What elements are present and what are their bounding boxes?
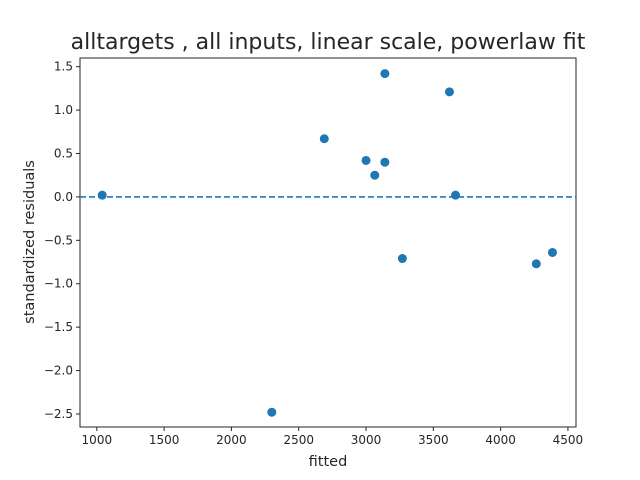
- y-tick-label: 0.0: [54, 190, 73, 204]
- x-tick-label: 2000: [216, 433, 247, 447]
- y-axis-label: standardized residuals: [22, 160, 38, 324]
- x-tick-label: 4000: [485, 433, 516, 447]
- x-tick-label: 2500: [283, 433, 314, 447]
- y-tick-label: 0.5: [54, 147, 73, 161]
- data-point: [547, 247, 557, 257]
- y-tick-label: −2.5: [44, 407, 73, 421]
- data-point: [267, 407, 277, 417]
- x-tick-label: 3000: [351, 433, 382, 447]
- x-tick-label: 1500: [149, 433, 180, 447]
- data-point: [97, 190, 107, 200]
- plot-frame: [79, 57, 577, 428]
- y-tick-label: −2.0: [44, 364, 73, 378]
- x-axis-label: fitted: [309, 454, 348, 470]
- plot-area: 1000 1500 2000 2500 3000 3500 4000 4500 1.5 1.0 0.…: [44, 57, 584, 447]
- data-point: [397, 254, 407, 264]
- data-point: [444, 87, 454, 97]
- x-tick-label: 1000: [82, 433, 113, 447]
- data-point: [531, 259, 541, 269]
- data-point: [370, 170, 380, 180]
- y-tick-label: 1.5: [54, 60, 73, 74]
- y-tick-label: −0.5: [44, 233, 73, 247]
- x-tick-label: 3500: [418, 433, 449, 447]
- data-point: [451, 190, 461, 200]
- y-tick-label: 1.0: [54, 103, 73, 117]
- chart-title: alltargets , all inputs, linear scale, p…: [71, 30, 586, 55]
- y-tick-label: −1.5: [44, 320, 73, 334]
- data-point: [380, 157, 390, 167]
- y-tick-label: −1.0: [44, 277, 73, 291]
- x-tick-label: 4500: [553, 433, 584, 447]
- data-point: [361, 155, 371, 165]
- data-point: [380, 69, 390, 79]
- data-point: [319, 134, 329, 144]
